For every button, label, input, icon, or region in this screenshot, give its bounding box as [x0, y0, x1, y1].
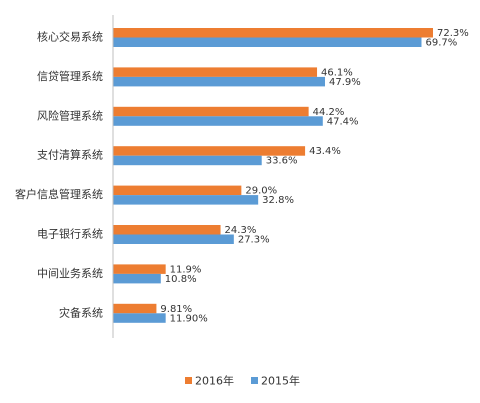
category-label: 灾备系统: [59, 305, 103, 319]
category-label: 风险管理系统: [37, 108, 103, 122]
bar-2016: [113, 67, 318, 77]
bar-2015: [113, 155, 262, 166]
category-label: 电子银行系统: [37, 227, 103, 241]
data-label: 72.3%: [437, 28, 469, 39]
category-label: 信贷管理系统: [37, 69, 103, 83]
category-label: 客户信息管理系统: [15, 187, 103, 201]
bar-2016: [113, 106, 309, 117]
bar-2016: [113, 185, 242, 196]
bar-2016: [113, 146, 306, 156]
data-label: 43.4%: [309, 146, 341, 157]
data-label: 29.0%: [245, 186, 277, 197]
data-label: 44.2%: [313, 107, 345, 118]
legend-label: 2015年: [261, 374, 300, 388]
data-label: 32.8%: [262, 195, 294, 206]
bars-group: 核心交易系统 72.3%69.7% 信贷管理系统 46.1%47.9% 风险管理系统 44…: [15, 28, 469, 324]
bar-2015: [113, 37, 422, 47]
data-label: 27.3%: [238, 235, 270, 246]
legend-swatch: [251, 377, 258, 384]
legend-label: 2016年: [195, 374, 234, 388]
bar-2016: [113, 264, 166, 274]
bar-2016: [113, 225, 221, 235]
bar-2015: [113, 273, 161, 284]
data-label: 46.1%: [321, 67, 353, 78]
data-label: 11.90%: [170, 313, 208, 324]
category-label: 中间业务系统: [37, 267, 103, 280]
bar-2015: [113, 313, 166, 323]
data-label: 9.81%: [160, 304, 192, 315]
data-label: 47.9%: [329, 77, 361, 88]
data-label: 10.8%: [165, 274, 197, 285]
bar-2016: [113, 28, 433, 38]
bar-2015: [113, 76, 326, 87]
bar-2016: [113, 303, 157, 314]
legend: 2016年 2015年: [185, 374, 300, 388]
legend-swatch: [185, 377, 192, 384]
bar-2015: [113, 234, 234, 244]
data-label: 33.6%: [266, 156, 298, 167]
data-label: 69.7%: [425, 38, 457, 49]
data-label: 47.4%: [327, 116, 359, 127]
category-label: 支付清算系统: [37, 148, 103, 162]
data-label: 24.3%: [225, 225, 257, 236]
category-label: 核心交易系统: [37, 30, 103, 44]
bar-2015: [113, 195, 259, 205]
data-label: 11.9%: [170, 264, 202, 275]
bar-2015: [113, 116, 323, 126]
